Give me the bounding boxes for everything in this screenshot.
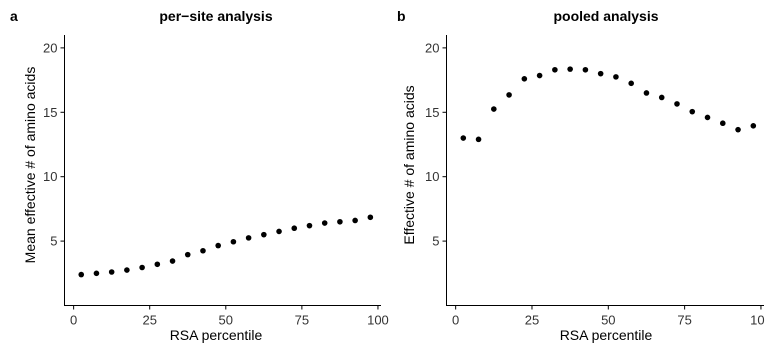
x-axis-label-a: RSA percentile [170,327,263,343]
data-point-b [567,66,573,72]
ticks-b: 0 25 50 75 100 5 10 15 20 [425,40,765,327]
data-point-b [506,92,512,98]
y-tick-label-b: 15 [425,105,439,120]
x-tick-label-a: 0 [70,313,77,328]
chart-title-a: per−site analysis [159,8,272,24]
data-point-b [704,114,711,121]
data-point-b [750,123,757,129]
data-point-b [658,94,665,101]
data-point-b [613,74,619,80]
data-point-b [582,66,589,73]
data-point-a [291,225,298,232]
x-tick-label-b: 50 [601,313,615,328]
chart-title-b: pooled analysis [553,8,658,24]
data-point-a [93,270,100,277]
y-tick-label-a: 10 [43,169,57,184]
y-axis-label-a: Mean effective # of amino acids [22,67,38,264]
data-point-a [337,218,343,225]
panel-a: a per−site analysis Mean effective # of … [10,8,389,343]
data-point-a [321,220,328,226]
data-point-a [108,269,115,275]
data-point-b [628,80,634,87]
data-point-b [735,126,741,133]
x-tick-label-b: 25 [525,313,539,328]
data-point-b [689,108,696,115]
points-b [460,66,757,143]
y-tick-label-a: 20 [43,40,57,55]
y-tick-label-b: 20 [425,40,439,55]
panel-b: b pooled analysis Effective # of amino a… [397,8,765,343]
points-a [78,214,374,278]
data-point-a [230,238,237,245]
data-point-b [674,101,680,107]
data-point-a [215,242,221,249]
data-point-b [719,120,726,127]
data-point-b [536,72,543,79]
data-point-a [200,247,206,254]
data-point-a [306,222,313,229]
data-point-a [154,261,161,268]
y-tick-label-a: 5 [50,234,57,249]
data-point-a [184,251,191,258]
data-point-b [475,136,482,143]
panel-tag-a: a [10,8,18,24]
data-point-a [352,217,358,224]
data-point-a [78,271,85,278]
data-point-b [597,70,604,77]
x-tick-label-b: 75 [677,313,691,328]
data-point-b [491,106,497,112]
y-axis-label-b: Effective # of amino acids [401,85,417,244]
x-tick-label-a: 75 [295,313,309,328]
y-tick-label-b: 5 [432,234,439,249]
data-point-b [521,75,528,82]
data-point-b [552,66,558,73]
data-point-a [261,231,267,238]
y-tick-label-b: 10 [425,169,439,184]
data-point-a [367,214,374,221]
data-point-a [245,235,252,241]
data-point-b [643,90,650,96]
x-tick-label-a: 100 [367,313,389,328]
x-tick-label-b: 100 [750,313,765,328]
data-point-a [124,267,130,273]
data-point-b [460,135,467,141]
x-tick-label-a: 25 [142,313,156,328]
y-tick-label-a: 15 [43,105,57,120]
x-axis-label-b: RSA percentile [560,327,653,343]
panel-tag-b: b [397,8,406,24]
x-tick-label-a: 50 [219,313,233,328]
data-point-a [169,258,176,264]
x-tick-label-b: 0 [452,313,459,328]
ticks-a: 0 25 50 75 100 5 10 15 20 [43,40,389,327]
data-point-a [139,264,145,271]
data-point-a [276,228,282,235]
